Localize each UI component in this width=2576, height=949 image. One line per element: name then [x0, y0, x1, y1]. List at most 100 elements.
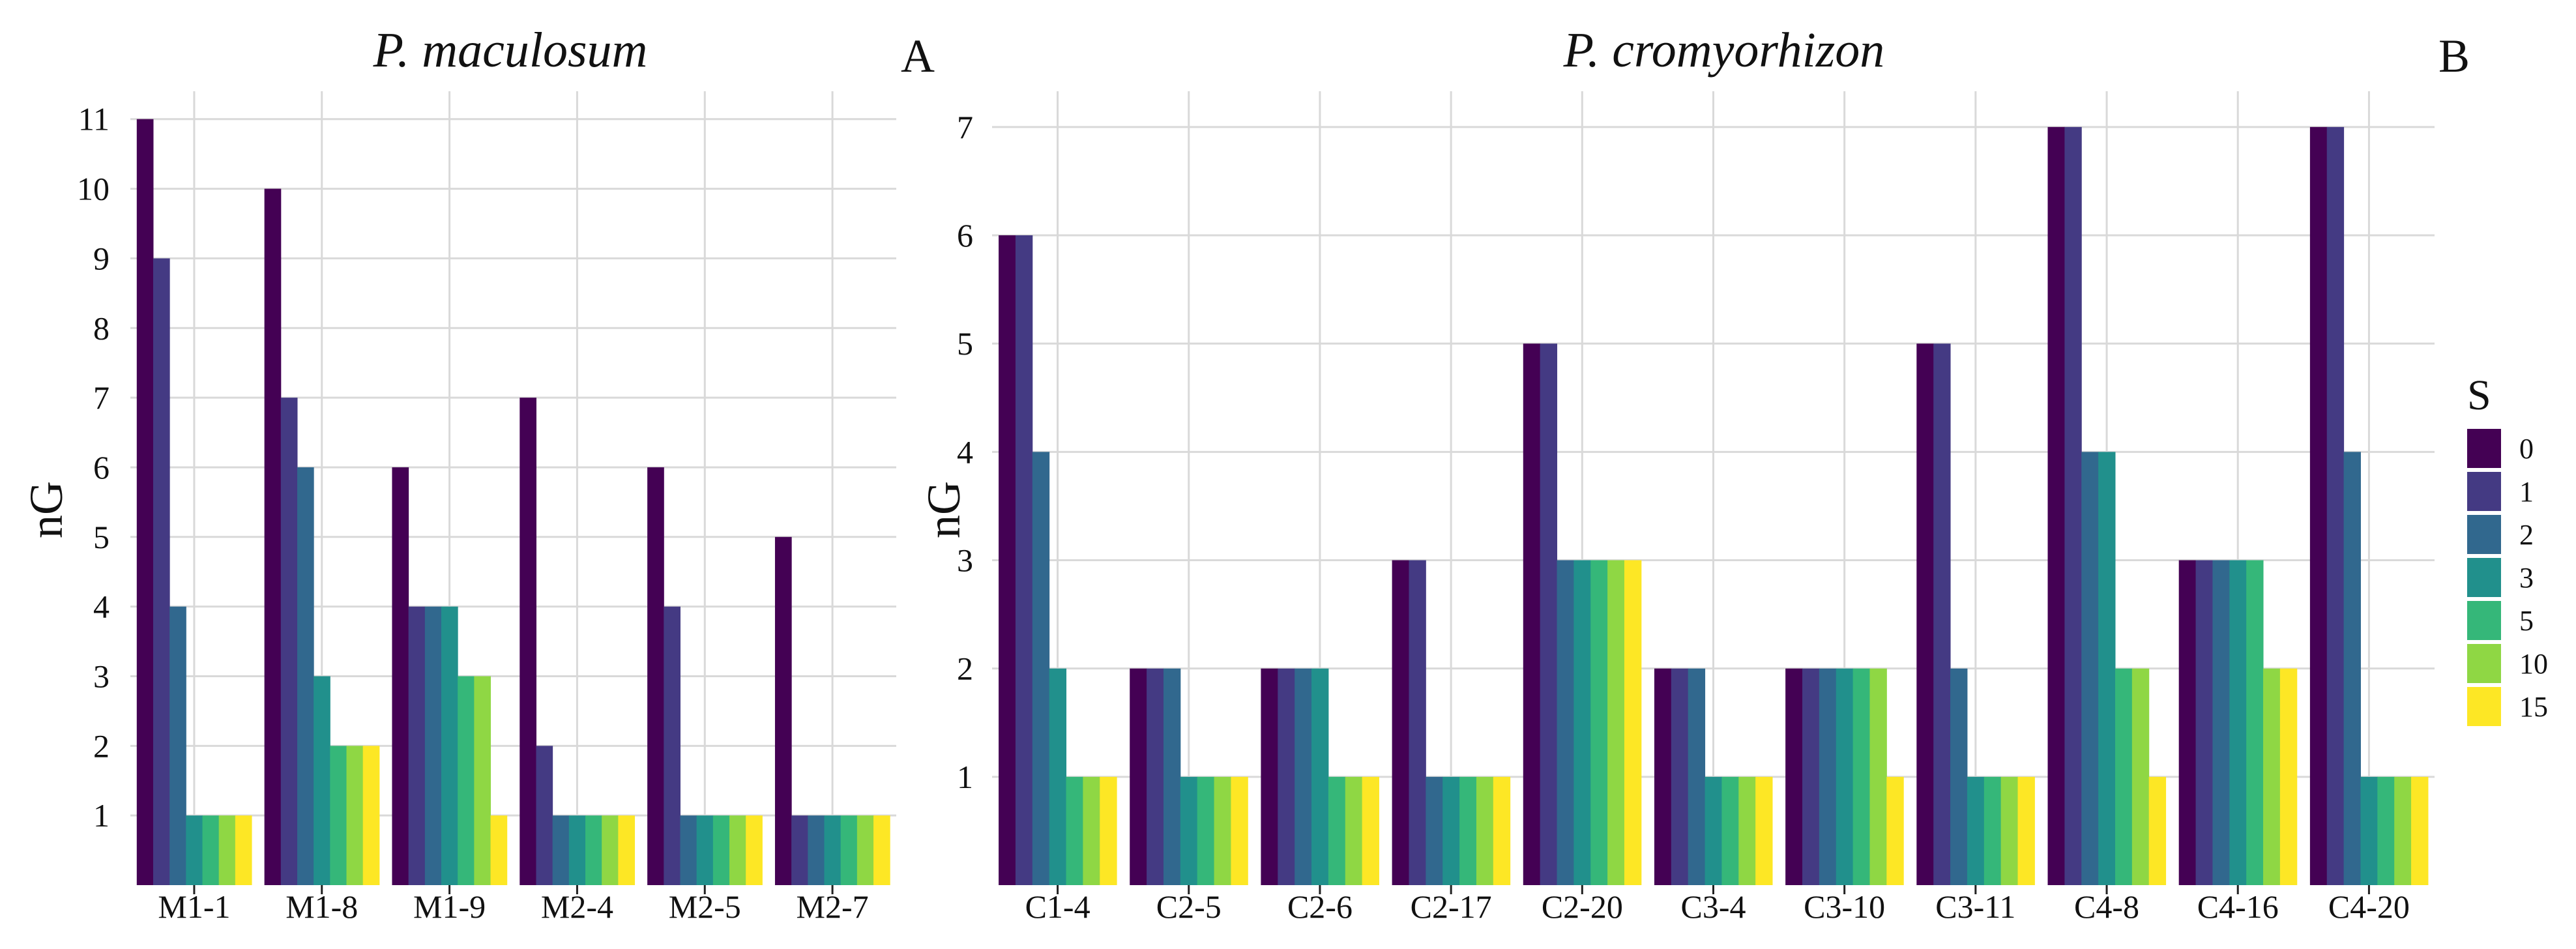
legend-swatch-3 [2467, 558, 2501, 597]
panel-b-x-tick-label: C3-11 [1935, 888, 2015, 925]
panel-a-x-tick-label: M2-5 [669, 888, 741, 925]
panel-b-bar-C3-11-s3 [1967, 776, 1985, 885]
panel-b-bar-C3-11-s1 [1933, 343, 1951, 885]
panel-b-bar-C2-20-s10 [1607, 560, 1625, 885]
panel-b-bar-C4-20-s0 [2309, 126, 2328, 885]
panel-b-x-ticks: C1-4 C2-5 C2-6 C2-17 C2-20 C3-4 C3-10 C3-11 C4-8… [1025, 888, 2410, 925]
panel-a-bar-M1-9-s10 [474, 676, 491, 885]
panel-b-bar-C4-8-s5 [2115, 668, 2133, 885]
panel-b-bar-C2-5-s0 [1130, 668, 1147, 885]
panel-a-bar-M2-7-s10 [856, 815, 874, 885]
panel-b-x-tick-label: C1-4 [1025, 888, 1090, 925]
panel-b-bar-C1-4-s3 [1049, 668, 1067, 885]
panel-b-bar-C2-20-s5 [1590, 560, 1608, 885]
panel-b-bar-C4-16-s15 [2279, 668, 2298, 885]
panel-a-y-tick-label: 5 [93, 519, 110, 555]
panel-b-x-tick-label: C4-16 [2197, 888, 2279, 925]
panel-a-maculosum: P. maculosum A nG 1 2 3 4 5 6 7 8 9 10 11 M1-1 M1-8… [20, 23, 935, 925]
panel-b-bar-C1-4-s2 [1032, 452, 1050, 885]
panel-a-bar-M1-8-s3 [314, 676, 330, 885]
panel-b-bar-C1-4-s1 [1015, 235, 1033, 886]
panel-a-bar-M1-1-s5 [202, 815, 220, 885]
panel-b-y-tick-label: 5 [957, 325, 973, 362]
panel-a-bar-M2-5-s1 [664, 606, 681, 885]
panel-b-bar-C3-10-s10 [1869, 668, 1887, 885]
panel-a-y-tick-label: 3 [93, 658, 110, 694]
panel-b-bar-C4-16-s10 [2263, 668, 2281, 885]
panel-b-x-tick-label: C4-8 [2074, 888, 2139, 925]
panel-b-x-tick-label: C2-17 [1411, 888, 1492, 925]
panel-a-y-tick-label: 6 [93, 449, 110, 486]
panel-b-bar-C4-20-s3 [2360, 776, 2378, 885]
panel-b-bar-C3-4-s3 [1705, 776, 1722, 885]
legend-swatch-0 [2467, 429, 2501, 468]
panel-a-x-tick-label: M2-7 [797, 888, 869, 925]
legend-label-3: 3 [2519, 562, 2534, 594]
panel-b-bar-C2-17-s5 [1459, 776, 1477, 885]
panel-b-bar-C2-5-s15 [1231, 776, 1248, 885]
panel-b-bar-C2-20-s0 [1523, 343, 1541, 885]
panel-b-x-tick-label: C3-4 [1681, 888, 1746, 925]
panel-b-bar-C4-16-s0 [2178, 560, 2197, 885]
panel-a-bar-M2-7-s15 [873, 815, 890, 885]
panel-b-x-tick-label: C2-20 [1542, 888, 1623, 925]
panel-b-bar-C2-6-s5 [1328, 776, 1346, 885]
panel-b-bar-C2-20-s15 [1624, 560, 1642, 885]
panel-a-bar-M2-7-s5 [840, 815, 858, 885]
panel-b-bar-C2-17-s10 [1476, 776, 1494, 885]
panel-a-x-ticks: M1-1 M1-8 M1-9 M2-4 M2-5 M2-7 [158, 888, 868, 925]
panel-b-bar-C3-11-s2 [1950, 668, 1968, 885]
panel-b-bar-C2-20-s1 [1540, 343, 1558, 885]
panel-b-y-ticks: 1 2 3 4 5 6 7 [957, 109, 973, 795]
panel-a-bar-M2-4-s3 [568, 815, 586, 885]
panel-b-bar-C2-6-s10 [1345, 776, 1363, 885]
panel-b-bar-C4-16-s3 [2229, 560, 2247, 885]
panel-b-bar-C4-8-s0 [2047, 126, 2065, 885]
panel-b-cromyorhizon: P. cromyorhizon B nG 1 2 3 4 5 6 7 C1-4 C2-5 C2-… [918, 23, 2470, 925]
legend-label-15: 15 [2519, 691, 2548, 723]
panel-a-x-tick-label: M1-1 [158, 888, 230, 925]
panel-a-bar-M1-8-s2 [297, 467, 314, 885]
panel-b-bar-C3-11-s5 [1983, 776, 2002, 885]
panel-a-bar-M2-5-s0 [647, 467, 664, 885]
panel-a-bar-M1-1-s2 [169, 606, 186, 885]
panel-a-bar-M2-5-s5 [712, 815, 730, 885]
panel-a-y-tick-label: 11 [78, 101, 110, 138]
panel-b-bar-C3-10-s0 [1785, 668, 1803, 885]
panel-a-bar-M2-4-s2 [552, 815, 570, 885]
legend-label-10: 10 [2519, 648, 2548, 680]
panel-a-bar-M1-8-s10 [346, 746, 364, 885]
panel-a-bar-M1-9-s3 [441, 606, 458, 885]
panel-b-bar-C3-11-s0 [1916, 343, 1934, 885]
legend: S 0 1 2 3 5 10 15 [2467, 372, 2548, 726]
panel-b-y-axis-title: nG [918, 481, 970, 538]
panel-a-y-tick-label: 7 [93, 379, 110, 416]
panel-a-bar-M2-5-s10 [729, 815, 746, 885]
panel-a-y-axis-title: nG [20, 481, 72, 538]
panel-b-bar-C2-20-s3 [1573, 560, 1591, 885]
panel-b-bar-C3-4-s1 [1671, 668, 1689, 885]
panel-b-x-tick-label: C4-20 [2328, 888, 2410, 925]
panel-a-bar-M2-5-s3 [696, 815, 714, 885]
panel-b-bar-C3-4-s10 [1738, 776, 1756, 885]
panel-a-bar-M2-5-s2 [680, 815, 697, 885]
panel-b-y-tick-label: 2 [957, 650, 973, 687]
legend-swatch-1 [2467, 472, 2501, 511]
panel-a-bar-M2-4-s5 [585, 815, 602, 885]
panel-b-bar-C4-20-s10 [2394, 776, 2412, 885]
panel-b-bars [999, 126, 2429, 886]
panel-b-bar-C2-5-s2 [1163, 668, 1181, 885]
panel-a-bar-M1-1-s10 [218, 815, 236, 885]
panel-a-bar-M1-1-s3 [186, 815, 203, 885]
panel-b-bar-C2-6-s1 [1278, 668, 1295, 885]
panel-b-bar-C4-16-s5 [2246, 560, 2264, 885]
panel-a-y-tick-label: 9 [93, 240, 110, 276]
panel-a-bar-M2-7-s3 [824, 815, 842, 885]
panel-b-bar-C3-11-s10 [2000, 776, 2019, 885]
panel-b-bar-C4-8-s15 [2148, 776, 2167, 885]
panel-b-y-tick-label: 1 [957, 759, 973, 795]
panel-a-x-tick-label: M2-4 [541, 888, 613, 925]
panel-b-bar-C3-10-s5 [1852, 668, 1870, 885]
panel-b-bar-C2-6-s2 [1295, 668, 1312, 885]
